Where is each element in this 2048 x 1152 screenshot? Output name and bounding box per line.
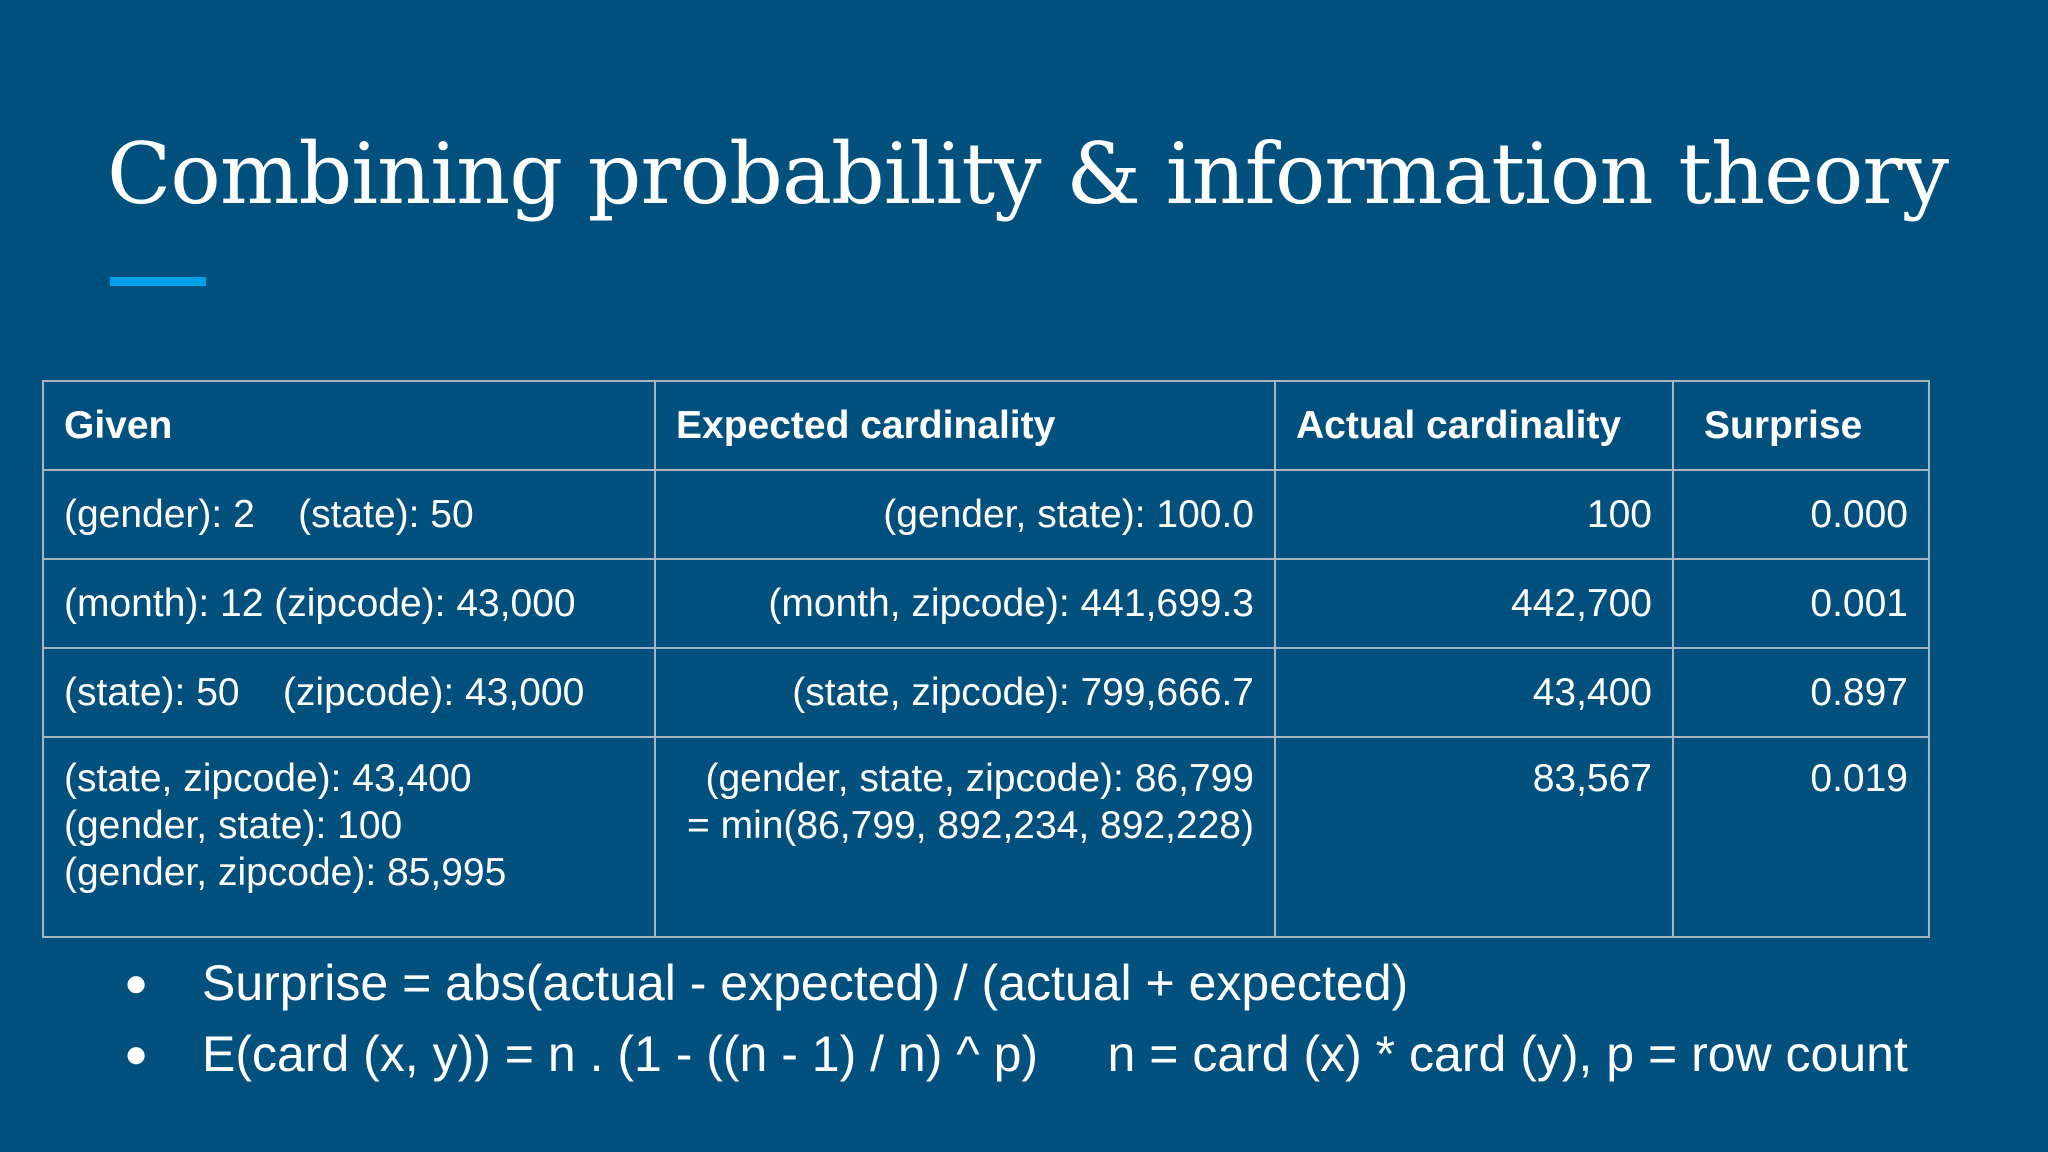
cell-surprise: 0.000 — [1672, 469, 1930, 560]
table-row: (month): 12 (zipcode): 43,000 (month, zi… — [42, 558, 1930, 649]
header-surprise: Surprise — [1672, 380, 1930, 471]
header-given: Given — [42, 380, 656, 471]
cell-expected: (gender, state): 100.0 — [654, 469, 1276, 560]
table-header-row: Given Expected cardinality Actual cardin… — [42, 380, 1930, 471]
table-row: (state, zipcode): 43,400 (gender, state)… — [42, 736, 1930, 938]
cell-given: (state, zipcode): 43,400 (gender, state)… — [42, 736, 656, 938]
cardinality-table: Given Expected cardinality Actual cardin… — [42, 380, 1930, 938]
header-expected-cardinality: Expected cardinality — [654, 380, 1276, 471]
title-accent-line — [110, 277, 206, 286]
formula-bullet-list: ● Surprise = abs(actual - expected) / (a… — [124, 948, 1908, 1090]
cell-surprise: 0.897 — [1672, 647, 1930, 738]
bullet-expected-cardinality-formula: ● E(card (x, y)) = n . (1 - ((n - 1) / n… — [124, 1019, 1908, 1090]
table-row: (state): 50 (zipcode): 43,000 (state, zi… — [42, 647, 1930, 738]
cell-expected: (month, zipcode): 441,699.3 — [654, 558, 1276, 649]
cell-actual: 43,400 — [1274, 647, 1674, 738]
cell-given: (month): 12 (zipcode): 43,000 — [42, 558, 656, 649]
bullet-dot-icon: ● — [124, 961, 149, 1005]
bullet-text: Surprise = abs(actual - expected) / (act… — [202, 955, 1409, 1011]
cell-surprise: 0.019 — [1672, 736, 1930, 938]
cell-expected: (state, zipcode): 799,666.7 — [654, 647, 1276, 738]
bullet-dot-icon: ● — [124, 1032, 149, 1076]
cell-actual: 100 — [1274, 469, 1674, 560]
cell-surprise: 0.001 — [1672, 558, 1930, 649]
bullet-text: E(card (x, y)) = n . (1 - ((n - 1) / n) … — [202, 1026, 1908, 1082]
table-row: (gender): 2 (state): 50 (gender, state):… — [42, 469, 1930, 560]
cell-actual: 83,567 — [1274, 736, 1674, 938]
cell-given: (state): 50 (zipcode): 43,000 — [42, 647, 656, 738]
cell-given: (gender): 2 (state): 50 — [42, 469, 656, 560]
header-actual-cardinality: Actual cardinality — [1274, 380, 1674, 471]
bullet-surprise-formula: ● Surprise = abs(actual - expected) / (a… — [124, 948, 1908, 1019]
cell-expected: (gender, state, zipcode): 86,799 = min(8… — [654, 736, 1276, 938]
slide-title: Combining probability & information theo… — [107, 125, 1949, 223]
cell-actual: 442,700 — [1274, 558, 1674, 649]
